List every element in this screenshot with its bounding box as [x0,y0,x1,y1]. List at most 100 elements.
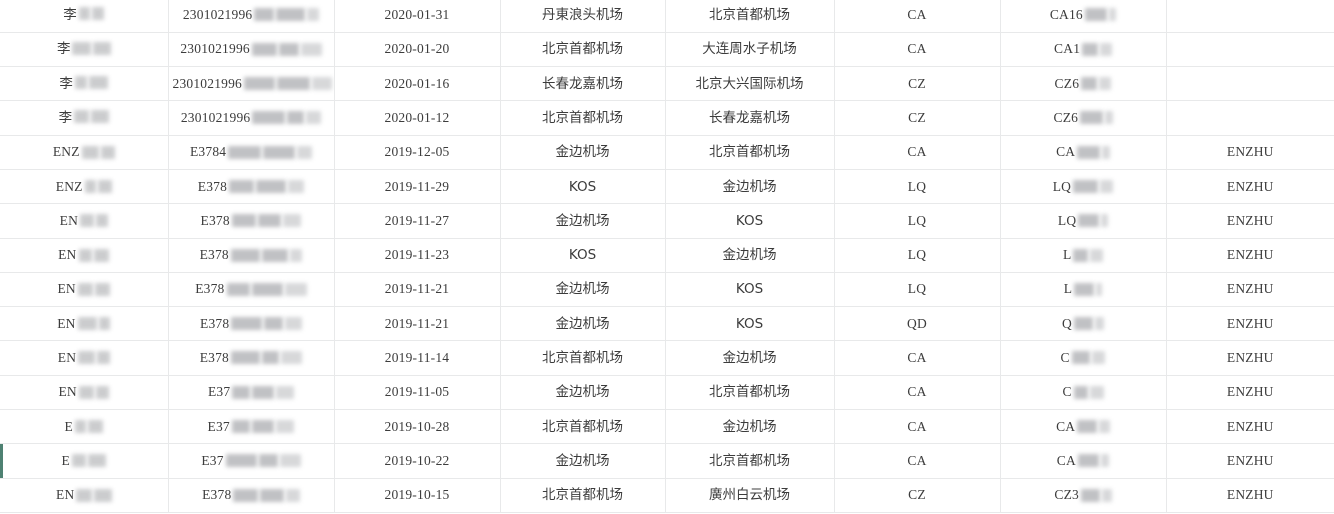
cell-id_number: E37 [168,409,335,445]
id_number-value: 2301021996 [182,6,253,22]
redaction-block [74,76,87,90]
cell-airline_code: QD [834,306,1001,342]
table-row[interactable]: 李 2301021996 2020-01-12 北京首都机场 长春龙嘉机场 CZ CZ6 [0,100,1334,136]
table-row[interactable]: 李 2301021996 2020-01-16 长春龙嘉机场 北京大兴国际机场 CZ CZ6 [0,66,1334,102]
cell-departure_airport: 丹東浪头机场 [500,0,666,33]
arrival_airport-value: 大连周水子机场 [702,41,797,58]
cell-airline_code: CA [834,375,1001,411]
cell-record_tag [1166,66,1334,102]
passenger_name-value: EN [58,384,77,400]
flight_date-value: 2020-01-31 [384,6,450,22]
airline_code-value: QD [907,315,927,331]
departure_airport-value: 金边机场 [555,315,610,332]
cell-airline_code: CZ [834,100,1001,136]
redaction-block [1073,179,1099,193]
table-row[interactable]: EN E378 2019-11-21 金边机场 KOS LQ L ENZHU [0,272,1334,308]
airline_code-value: LQ [907,212,927,228]
cell-passenger_name: EN [0,272,169,308]
arrival_airport-value: 金边机场 [722,418,777,435]
redaction-block [78,7,90,21]
redaction-block [229,179,254,193]
table-row[interactable]: EN E378 2019-11-14 北京首都机场 金边机场 CA C ENZHU [0,340,1334,376]
cell-flight_number: CZ6 [1000,100,1167,136]
cell-flight_number: L [1000,272,1167,308]
redaction-block [1073,248,1089,262]
cell-flight_number: C [1000,340,1167,376]
passenger_name-value: EN [57,315,76,331]
redaction-block [72,41,92,55]
arrival_airport-value: 北京大兴国际机场 [695,75,804,92]
redaction-block [262,145,295,159]
redaction-block [275,8,305,22]
passenger_name-value: EN [59,212,79,228]
table-row[interactable]: EN E378 2019-11-23 KOS 金边机场 LQ L ENZHU [0,238,1334,273]
redaction-block [1101,214,1109,228]
table-row[interactable]: E E37 2019-10-28 北京首都机场 金边机场 CA CA ENZHU [0,409,1334,445]
airline_code-value: CA [907,41,927,57]
table-row[interactable]: 李 2301021996 2020-01-20 北京首都机场 大连周水子机场 CA CA1 [0,32,1334,68]
redaction-block [305,111,322,125]
passenger_name-value: 李 [63,6,77,23]
cell-arrival_airport: 北京首都机场 [665,135,835,170]
record_tag-value: ENZHU [1226,487,1274,503]
redaction-block [263,317,284,331]
table-row[interactable]: ENZ E3784 2019-12-05 金边机场 北京首都机场 CA CA ENZHU [0,135,1334,170]
cell-departure_airport: 北京首都机场 [500,32,666,68]
flight_number-value: CZ3 [1054,487,1079,503]
airline_code-value: CZ [908,487,926,503]
cell-arrival_airport: 金边机场 [665,169,835,205]
table-row[interactable]: EN E378 2019-11-27 金边机场 KOS LQ LQ ENZHU [0,203,1334,239]
flight_number-value: CA16 [1049,6,1083,22]
redaction-block [1099,42,1112,56]
flight_date-value: 2019-10-22 [384,452,450,468]
cell-flight_date: 2019-11-05 [334,375,501,411]
flight_number-value: L [1062,247,1072,263]
redaction-block [88,76,109,90]
redaction-block [230,248,260,262]
cell-departure_airport: 北京首都机场 [500,409,666,445]
redaction-block [99,317,111,331]
cell-passenger_name: EN [0,478,169,513]
table-row[interactable]: E E37 2019-10-22 金边机场 北京首都机场 CA CA ENZHU [0,443,1334,479]
table-row[interactable]: EN E37 2019-11-05 金边机场 北京首都机场 CA C ENZHU [0,375,1334,411]
redaction-block [1077,454,1100,468]
cell-record_tag [1166,100,1334,136]
table-row[interactable]: ENZ E378 2019-11-29 KOS 金边机场 LQ LQ ENZHU [0,169,1334,205]
id_number-value: 2301021996 [180,41,250,57]
cell-airline_code: CA [834,0,1001,33]
redaction-block [251,282,284,296]
redaction-block [1081,488,1100,502]
redaction-block [97,351,110,365]
cell-flight_number: CA16 [1000,0,1167,33]
cell-id_number: E378 [168,478,335,513]
flight_date-value: 2020-01-12 [384,109,450,125]
cell-record_tag: ENZHU [1166,272,1334,308]
redaction-block [261,248,289,262]
passenger_name-value: EN [56,487,75,503]
table-row[interactable]: 李 2301021996 2020-01-31 丹東浪头机场 北京首都机场 CA CA16 [0,0,1334,33]
redaction-block [228,145,261,159]
redaction-block [283,214,302,228]
cell-id_number: E378 [168,306,335,342]
record_tag-value: ENZHU [1226,418,1274,434]
cell-airline_code: LQ [834,169,1001,205]
departure_airport-value: 北京首都机场 [542,487,623,504]
cell-airline_code: CZ [834,66,1001,102]
cell-flight_date: 2019-12-05 [334,135,501,170]
id_number-value: E378 [199,247,229,263]
redaction-block [91,110,109,124]
redaction-block [1084,8,1107,22]
table-row[interactable]: EN E378 2019-11-21 金边机场 KOS QD Q ENZHU [0,306,1334,342]
cell-id_number: E378 [168,340,335,376]
redaction-block [286,488,300,502]
departure_airport-value: 长春龙嘉机场 [542,75,623,92]
redaction-block [91,7,105,21]
cell-passenger_name: E [0,443,169,479]
airline_code-value: CA [907,384,927,400]
table-row[interactable]: EN E378 2019-10-15 北京首都机场 廣州白云机场 CZ CZ3 ENZHU [0,478,1334,513]
arrival_airport-value: 金边机场 [722,178,777,195]
redaction-block [88,454,106,468]
redaction-block [94,282,111,296]
cell-flight_date: 2019-11-21 [334,306,501,342]
id_number-value: E3784 [189,144,227,160]
